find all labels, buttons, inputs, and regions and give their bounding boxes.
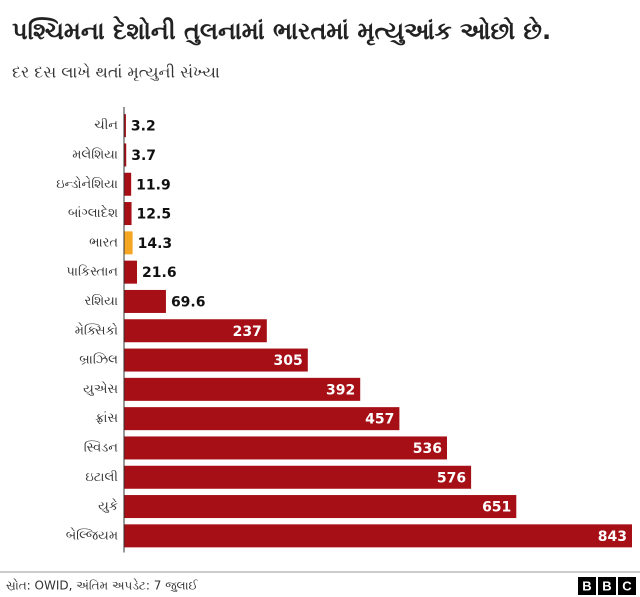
chart-subtitle: દર દસ લાખે થતાં મૃત્યુની સંખ્યા — [12, 62, 220, 81]
category-label: રશિયા — [84, 293, 118, 309]
value-label: 21.6 — [142, 265, 177, 281]
chart-title: પશ્ચિમના દેશોની તુલનામાં ભારતમાં મૃત્યુઆ… — [12, 15, 551, 46]
value-label: 305 — [274, 353, 303, 369]
logo-box — [618, 577, 636, 595]
logo-box — [578, 577, 596, 595]
bar — [124, 377, 361, 401]
logo-box — [598, 577, 616, 595]
bar — [124, 465, 472, 489]
value-label: 237 — [233, 324, 262, 340]
value-label: 576 — [437, 470, 466, 486]
category-label: ચીન — [94, 117, 118, 133]
logo-letter: C — [622, 578, 632, 593]
category-label: ભારત — [89, 235, 118, 250]
bar — [124, 436, 447, 460]
bar — [124, 524, 632, 548]
value-label: 843 — [598, 529, 627, 545]
category-label: બ્રાઝિલ — [79, 352, 118, 368]
logo-letter: B — [582, 578, 591, 593]
category-label: બેલ્જિયમ — [66, 527, 118, 543]
value-label: 651 — [482, 500, 511, 516]
bar — [124, 202, 132, 226]
bar — [124, 143, 127, 167]
category-label: સ્વિડન — [84, 439, 119, 455]
logo-letter: B — [602, 578, 611, 593]
bar — [124, 114, 126, 138]
category-label: પાકિસ્તાન — [66, 264, 118, 280]
category-label: મલેશિયા — [72, 146, 118, 162]
category-label: યુએસ — [83, 381, 118, 397]
bar — [124, 260, 138, 284]
category-label: યુકે — [98, 498, 118, 514]
bar — [124, 319, 267, 343]
category-label: ઇટાલી — [85, 469, 118, 485]
bar — [124, 495, 517, 519]
value-label: 69.6 — [171, 294, 206, 310]
source: સ્રોત: OWID, અંતિમ અપડેટ: 7 જુલાઈ — [6, 578, 199, 592]
value-label: 12.5 — [137, 207, 172, 223]
value-label: 3.2 — [131, 119, 156, 135]
category-label: ફ્રાંસ — [95, 411, 118, 426]
value-label: 11.9 — [136, 177, 171, 193]
value-label: 536 — [413, 441, 442, 457]
value-label: 3.7 — [131, 148, 156, 164]
category-label: બાંગ્લાદેશ — [68, 204, 118, 221]
category-label: મેક્સિકો — [75, 322, 118, 338]
value-label: 457 — [365, 412, 394, 428]
bar — [124, 231, 133, 255]
category-label: ઇન્ડોનેશિયા — [56, 176, 118, 192]
value-label: 392 — [326, 382, 355, 398]
bar — [124, 348, 308, 372]
bar — [124, 289, 166, 313]
bar — [124, 407, 400, 431]
bar — [124, 172, 132, 196]
value-label: 14.3 — [138, 236, 173, 252]
